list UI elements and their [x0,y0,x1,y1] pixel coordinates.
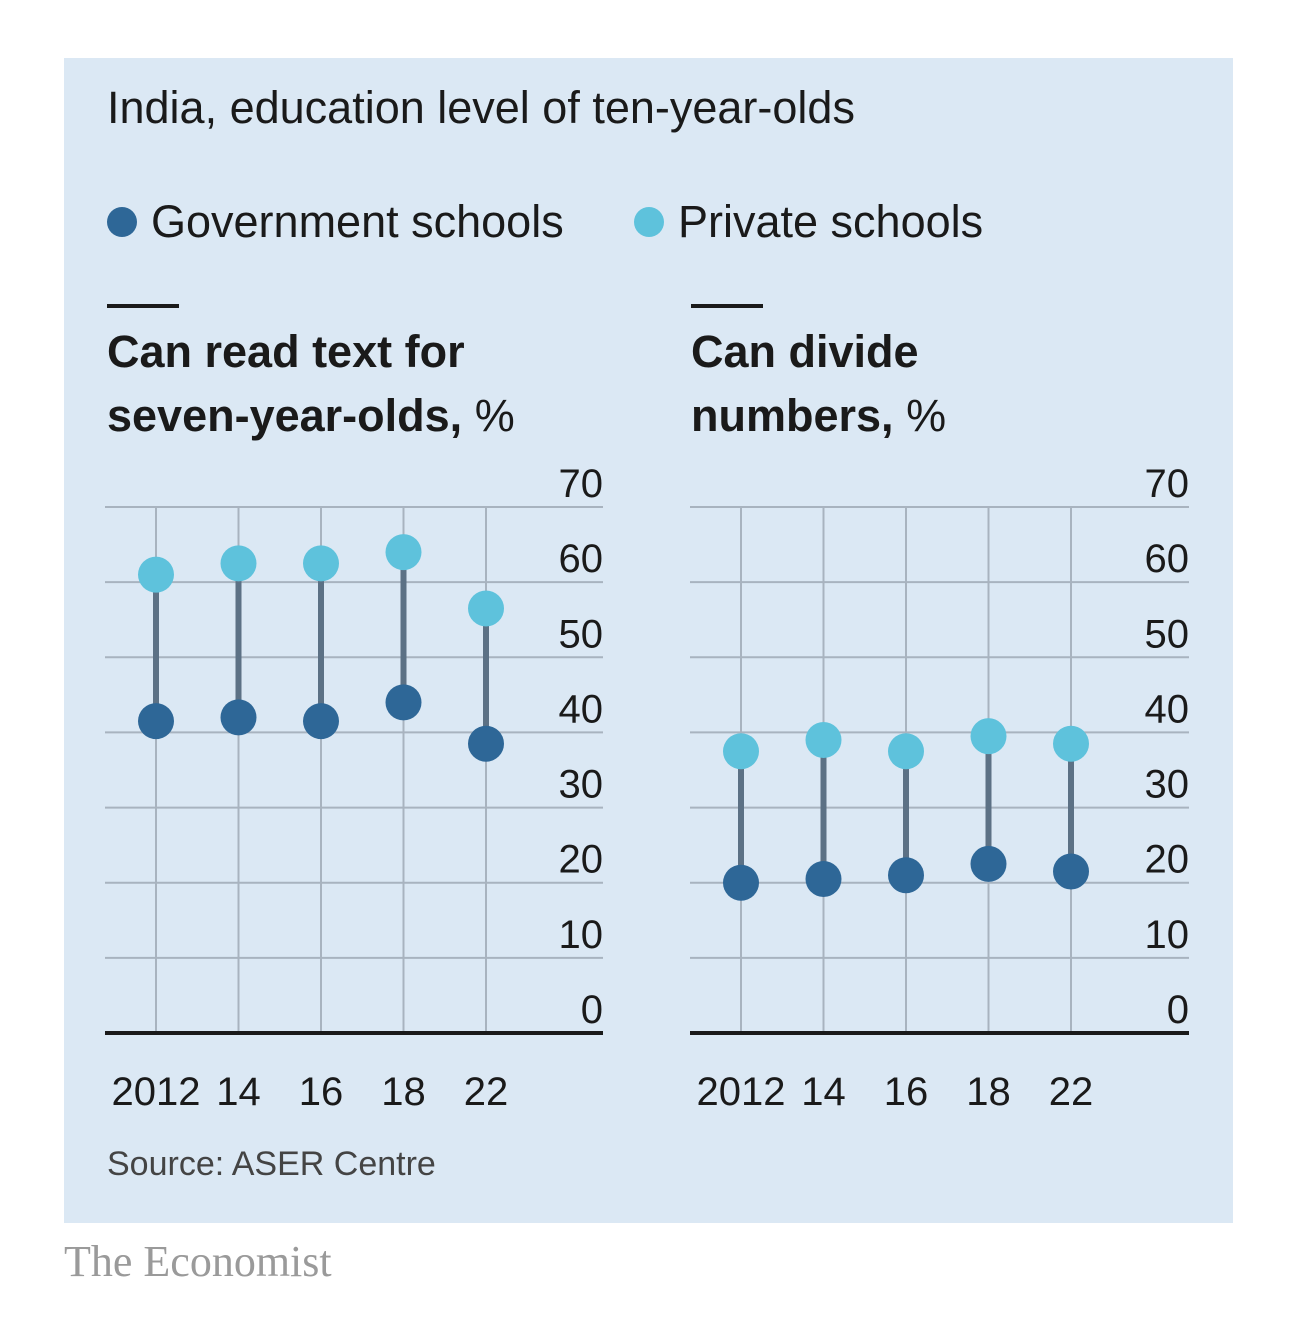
main-title: India, education level of ten-year-olds [107,82,855,133]
reading-private-point [303,545,339,582]
reading-xtick-label: 18 [381,1070,426,1114]
chart-unit-division: % [906,390,947,441]
economist-logo: The Economist [64,1237,332,1286]
division-government-point [970,845,1007,882]
division-ytick-label: 70 [1145,462,1190,506]
reading-ytick-label: 30 [559,763,604,807]
reading-government-point [385,684,422,721]
division-xtick-label: 14 [801,1070,846,1114]
chart-title-division: Can divide numbers, % [691,320,946,448]
division-xtick-label: 22 [1049,1070,1094,1114]
reading-xtick-label: 16 [299,1070,344,1114]
division-ytick-label: 10 [1145,913,1190,957]
division-private-point [1053,725,1089,762]
reading-government-point [220,699,257,736]
division-xtick-label: 16 [884,1070,929,1114]
division-ytick-label: 0 [1167,988,1189,1032]
division-ytick-label: 30 [1145,763,1190,807]
chart-title-division-line1: Can divide [691,326,919,377]
reading-xtick-label: 14 [216,1070,261,1114]
legend-dot-private [634,207,664,237]
legend-dot-government [107,207,137,237]
chart-title-division-line2: numbers, [691,390,894,441]
division-private-point [723,733,759,770]
division-government-point [1053,853,1089,890]
reading-government-point [138,703,174,740]
reading-government-point [468,725,504,762]
division-private-point [805,721,842,758]
division-government-point [888,857,924,894]
chart-rule-reading [107,304,179,308]
chart-title-reading-line2: seven-year-olds, [107,390,463,441]
reading-private-point [385,534,422,571]
reading-ytick-label: 70 [559,462,604,506]
reading-ytick-label: 40 [559,687,604,731]
chart-unit-reading: % [474,390,515,441]
division-ytick-label: 60 [1145,537,1190,581]
reading-ytick-label: 50 [559,612,604,656]
division-ytick-label: 20 [1145,838,1190,882]
reading-private-point [468,590,504,627]
chart-title-reading: Can read text for seven-year-olds, % [107,320,515,448]
reading-ytick-label: 60 [559,537,604,581]
reading-xtick-label: 2012 [112,1070,201,1114]
division-ytick-label: 50 [1145,612,1190,656]
reading-ytick-label: 10 [559,913,604,957]
reading-private-point [138,556,174,593]
chart-panel [64,58,1233,1223]
reading-private-point [220,545,257,582]
reading-ytick-label: 20 [559,838,604,882]
division-ytick-label: 40 [1145,687,1190,731]
reading-government-point [303,703,339,740]
division-private-point [970,718,1007,755]
division-government-point [805,860,842,897]
legend-label-government: Government schools [151,196,564,247]
division-private-point [888,733,924,770]
division-government-point [723,864,759,901]
reading-ytick-label: 0 [581,988,603,1032]
legend-label-private: Private schools [678,196,984,247]
division-xtick-label: 18 [966,1070,1011,1114]
legend-item-government: Government schools [107,196,564,248]
source-note: Source: ASER Centre [107,1145,436,1183]
chart-title-reading-line1: Can read text for [107,326,465,377]
division-xtick-label: 2012 [697,1070,786,1114]
chart-rule-division [691,304,763,308]
legend-item-private: Private schools [634,196,983,248]
reading-xtick-label: 22 [464,1070,509,1114]
